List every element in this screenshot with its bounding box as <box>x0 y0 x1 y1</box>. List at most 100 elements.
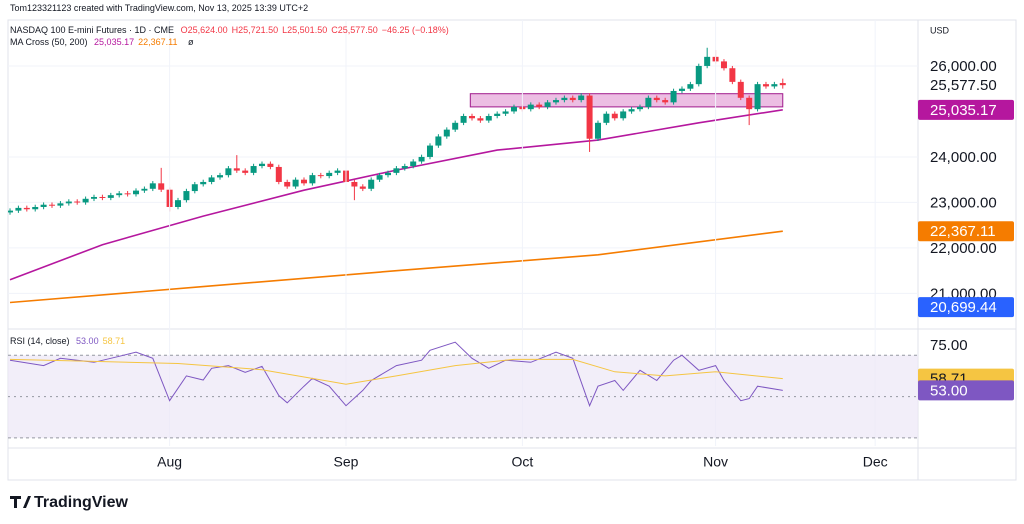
candle-body <box>771 84 778 87</box>
price-marker-label: 25,035.17 <box>930 102 997 119</box>
ma-legend: MA Cross (50, 200) 25,035.17 22,367.11 ø <box>10 37 197 47</box>
x-tick-label: Oct <box>511 454 533 470</box>
candle-body <box>544 102 551 107</box>
candle-body <box>359 186 366 189</box>
x-tick-label: Sep <box>334 454 359 470</box>
price-marker-box <box>918 99 1014 120</box>
ohlc-label: L25,501.50 <box>282 25 328 35</box>
candle-body <box>502 111 509 114</box>
candle-body <box>435 136 442 146</box>
candle-body <box>561 97 568 101</box>
ma-suffix: ø <box>187 37 194 47</box>
candle-body <box>586 95 593 139</box>
candle-body <box>536 104 543 107</box>
price-marker-label: 22,367.11 <box>930 223 996 240</box>
candle-body <box>594 122 601 139</box>
rsi-value: 58.71 <box>102 336 126 346</box>
candle-body <box>300 179 307 184</box>
candle-body <box>217 175 224 178</box>
candle-body <box>124 193 131 195</box>
y-tick-label: 24,000.00 <box>930 149 997 166</box>
price-pane <box>8 47 918 304</box>
candle-body <box>401 166 408 169</box>
price-marker-label: 20,699.44 <box>930 299 997 316</box>
candle-body <box>32 206 39 210</box>
ohlc-label: O25,624.00 <box>180 25 228 35</box>
rsi-band <box>8 355 918 438</box>
candle-body <box>200 181 207 185</box>
candle-body <box>82 198 89 203</box>
x-tick-label: Aug <box>157 454 182 470</box>
price-marker-box <box>918 297 1014 318</box>
candle-body <box>133 190 140 195</box>
candle-body <box>720 61 727 69</box>
candle-body <box>645 97 652 107</box>
logo <box>10 496 31 508</box>
candle-body <box>578 95 585 101</box>
candle-body <box>384 172 391 176</box>
candle-body <box>368 179 375 189</box>
zone <box>469 93 784 108</box>
candle-body <box>242 170 249 173</box>
candle-body <box>309 175 316 184</box>
candle-body <box>746 97 753 110</box>
candle-body <box>149 183 156 189</box>
candle-body <box>779 83 786 86</box>
candle-body <box>410 161 417 167</box>
ohlc-label: H25,721.50 <box>231 25 279 35</box>
ohlc-label: −46.25 (−0.18%) <box>381 25 449 35</box>
candle-body <box>158 183 165 190</box>
candle-body <box>141 188 148 191</box>
candle-body <box>23 207 30 210</box>
y-tick-label: 75.00 <box>930 337 968 354</box>
candle-body <box>57 203 64 206</box>
candle-body <box>65 201 72 204</box>
candle-body <box>8 210 14 213</box>
candle-body <box>485 115 492 121</box>
candle-body <box>107 195 114 198</box>
candle-body <box>317 175 324 177</box>
candle-body <box>704 56 711 66</box>
candle-body <box>670 90 677 103</box>
rsi-line <box>9 358 783 385</box>
ma-value: 25,035.17 <box>94 37 135 47</box>
price-marker-box <box>918 221 1014 242</box>
candle-body <box>603 113 610 123</box>
candle-body <box>443 129 450 137</box>
candle-body <box>116 193 123 196</box>
candle-body <box>628 109 635 112</box>
candle-body <box>611 113 618 119</box>
ohlc-values: O25,624.00 H25,721.50 L25,501.50 C25,577.50… <box>181 25 453 35</box>
y-tick-label: 26,000.00 <box>930 58 997 75</box>
symbol-legend: NASDAQ 100 E-mini Futures · 1D · CME O25… <box>10 25 457 35</box>
candle-body <box>729 68 736 82</box>
y-tick-label: 23,000.00 <box>930 194 997 211</box>
candle-body <box>662 100 669 103</box>
x-tick-label: Nov <box>703 454 728 470</box>
candle-body <box>191 184 198 192</box>
candle-body <box>468 115 475 119</box>
frame <box>7 19 1017 481</box>
candle-body <box>569 97 576 101</box>
attribution-text: Tom123321123 created with TradingView.co… <box>10 3 309 13</box>
ma-values: 25,035.17 22,367.11 <box>94 37 181 47</box>
candle-body <box>426 145 433 157</box>
price-marker-label: 25,577.50 <box>930 77 997 94</box>
candle-body <box>334 170 341 173</box>
rsi-line <box>9 341 783 408</box>
candle-body <box>737 81 744 98</box>
rsi-values: 53.00 58.71 <box>76 336 129 346</box>
currency: USD <box>930 25 950 35</box>
rsi-legend: RSI (14, close) 53.00 58.71 <box>10 336 133 346</box>
candle-body <box>208 177 215 182</box>
candle-body <box>527 104 534 110</box>
candle-body <box>393 168 400 173</box>
candle-body <box>620 111 627 119</box>
candle-body <box>695 65 702 85</box>
candle-body <box>687 84 694 89</box>
candle-body <box>225 168 232 176</box>
candle-body <box>91 196 98 199</box>
candle-body <box>284 181 291 187</box>
